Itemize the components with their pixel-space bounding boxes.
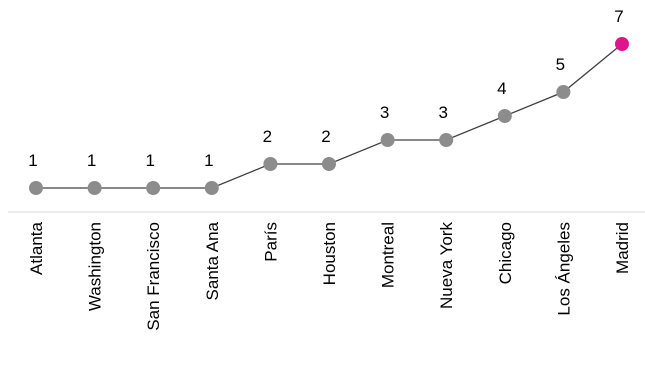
x-tick-label-5: Houston — [320, 222, 339, 285]
point-2 — [146, 181, 161, 195]
point-5 — [322, 157, 336, 171]
x-tick-label-4: París — [261, 222, 280, 262]
data-label-9: 5 — [556, 55, 565, 74]
data-label-6: 3 — [380, 103, 389, 122]
data-label-2: 1 — [145, 151, 154, 170]
point-8 — [497, 109, 512, 123]
point-6 — [380, 133, 395, 147]
point-3 — [204, 181, 219, 195]
x-tick-label-8: Chicago — [496, 222, 515, 284]
point-4 — [263, 157, 278, 171]
point-7 — [439, 133, 454, 147]
x-tick-label-10: Madrid — [613, 222, 632, 274]
x-tick-labels: Atlanta Washington San Francisco Santa Ana P… — [27, 221, 632, 330]
data-label-4: 2 — [263, 127, 272, 146]
point-9 — [556, 85, 571, 99]
point-0 — [29, 181, 43, 195]
x-tick-label-0: Atlanta — [27, 221, 46, 274]
data-label-10: 7 — [614, 7, 623, 26]
data-labels: 1 1 1 1 2 2 3 3 4 5 7 — [28, 7, 623, 170]
markers — [29, 37, 629, 195]
data-label-5: 2 — [321, 127, 330, 146]
data-label-0: 1 — [28, 151, 37, 170]
point-1 — [87, 181, 102, 195]
x-tick-label-1: Washington — [86, 222, 105, 311]
x-tick-label-3: Santa Ana — [203, 221, 222, 300]
data-label-7: 3 — [438, 103, 447, 122]
point-10 — [615, 37, 629, 51]
data-label-8: 4 — [497, 79, 506, 98]
x-tick-label-6: Montreal — [379, 222, 398, 288]
data-label-1: 1 — [87, 151, 96, 170]
x-tick-label-2: San Francisco — [144, 222, 163, 331]
x-tick-label-9: Los Ángeles — [554, 222, 573, 316]
x-tick-label-7: Nueva York — [437, 222, 456, 309]
data-label-3: 1 — [204, 151, 213, 170]
